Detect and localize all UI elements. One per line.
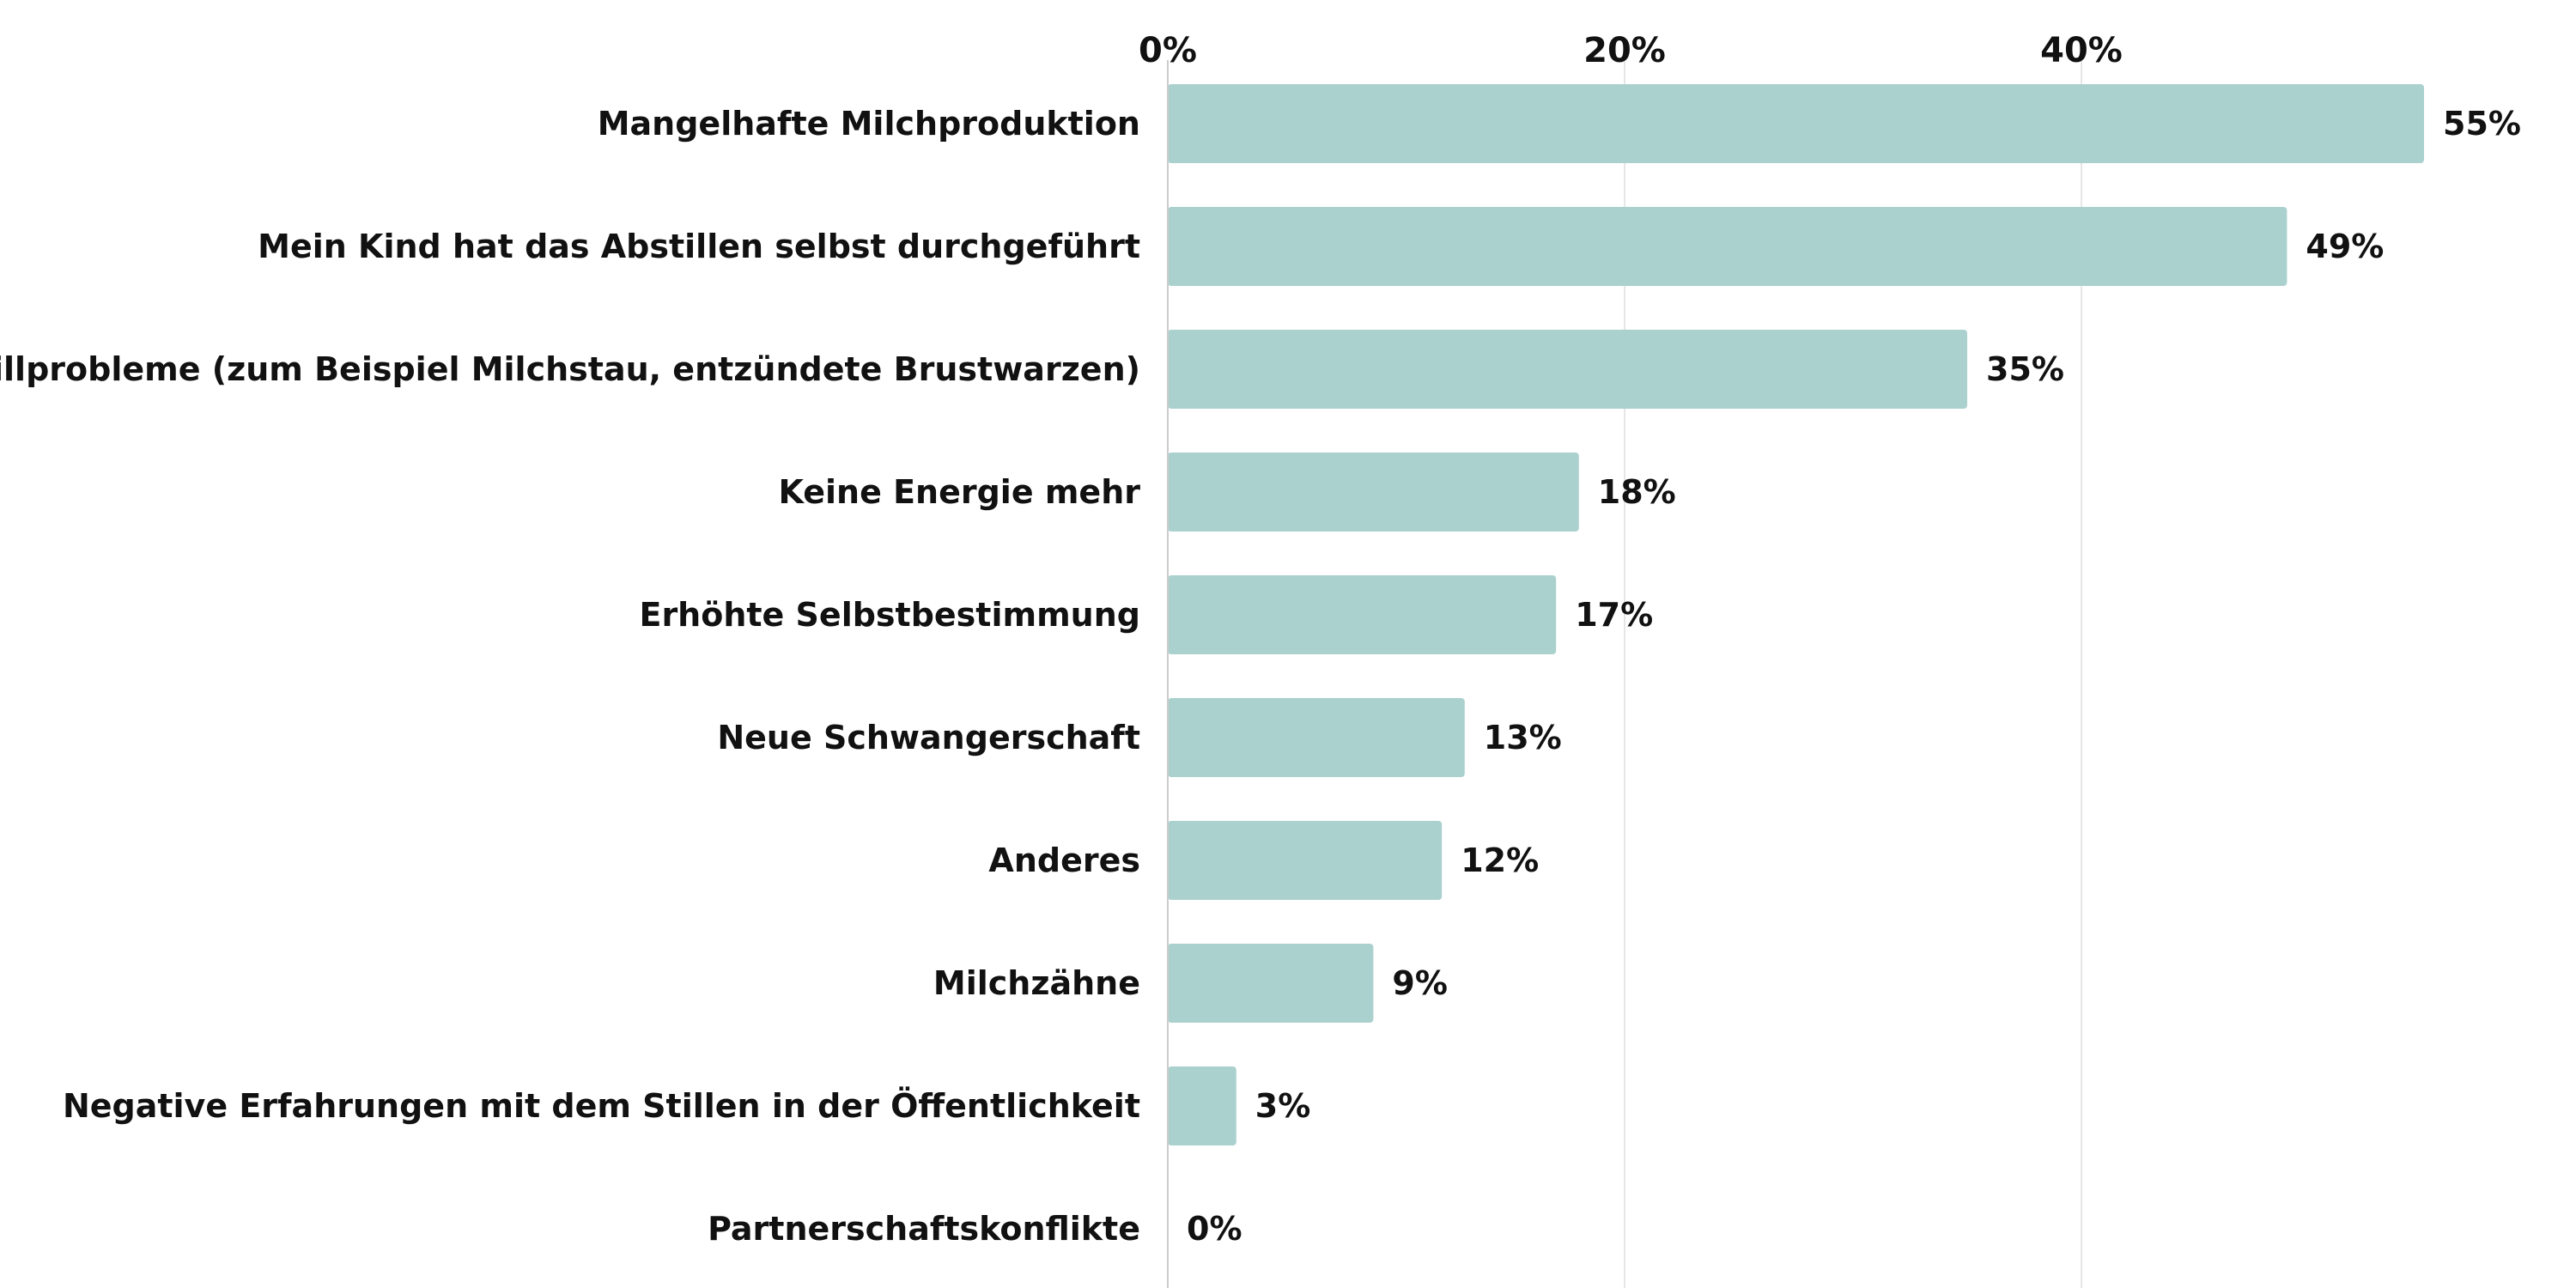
category-label: Neue Schwangerschaft bbox=[717, 719, 1140, 756]
category-label: Mein Kind hat das Abstillen selbst durch… bbox=[258, 228, 1140, 265]
value-label: 3% bbox=[1255, 1087, 1311, 1125]
value-label: 0% bbox=[1187, 1210, 1242, 1248]
category-label: Mangelhafte Milchproduktion bbox=[598, 105, 1140, 143]
value-label: 18% bbox=[1598, 473, 1676, 511]
bar bbox=[1168, 207, 2287, 286]
x-tick-label: 20% bbox=[1583, 31, 1666, 70]
x-tick-label: 0% bbox=[1139, 31, 1197, 70]
x-tick-label: 40% bbox=[2040, 31, 2123, 70]
value-label: 12% bbox=[1461, 841, 1539, 879]
value-label: 49% bbox=[2306, 228, 2384, 265]
bar bbox=[1168, 821, 1443, 900]
bars bbox=[1168, 84, 2424, 1145]
bar bbox=[1168, 1066, 1236, 1145]
category-label: Stillprobleme (zum Beispiel Milchstau, e… bbox=[0, 350, 1140, 388]
bar bbox=[1168, 698, 1465, 777]
value-label: 9% bbox=[1392, 964, 1448, 1002]
value-label: 55% bbox=[2443, 105, 2521, 143]
category-label: Partnerschaftskonflikte bbox=[708, 1210, 1140, 1248]
category-label: Keine Energie mehr bbox=[778, 473, 1140, 511]
category-label: Milchzähne bbox=[933, 964, 1140, 1002]
bar bbox=[1168, 84, 2424, 163]
bar bbox=[1168, 575, 1557, 654]
category-label: Anderes bbox=[988, 841, 1140, 879]
bar bbox=[1168, 330, 1967, 409]
bar bbox=[1168, 944, 1374, 1023]
labels: 0% 20% 40% Mangelhafte Milchproduktion 55% Me… bbox=[0, 31, 2521, 1248]
value-label: 17% bbox=[1575, 596, 1653, 634]
category-label: Negative Erfahrungen mit dem Stillen in … bbox=[63, 1087, 1140, 1125]
category-label: Erhöhte Selbstbestimmung bbox=[639, 596, 1140, 634]
value-label: 35% bbox=[1986, 350, 2064, 388]
value-label: 13% bbox=[1484, 719, 1562, 756]
bar bbox=[1168, 453, 1579, 532]
